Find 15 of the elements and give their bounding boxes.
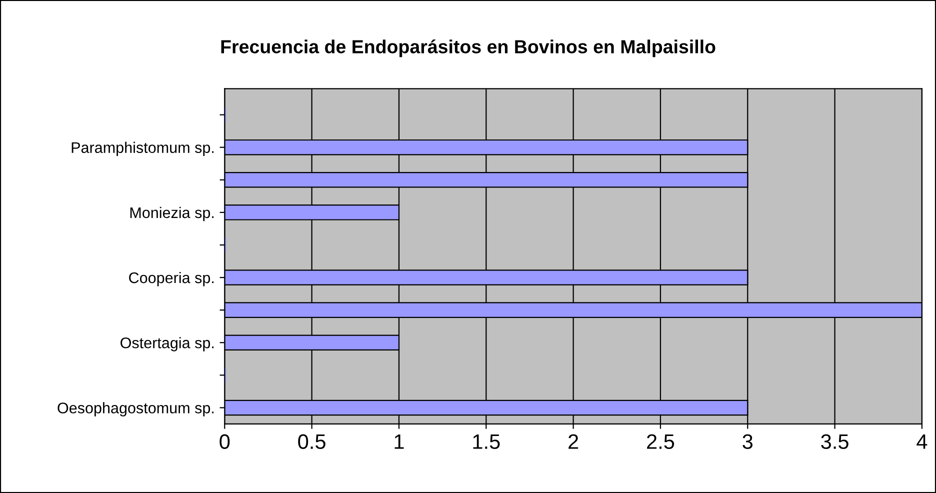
y-tick-label: Oesophagostomum sp. <box>58 402 214 416</box>
x-tick-label: 4 <box>916 434 928 449</box>
x-tick-label: 3 <box>742 434 753 450</box>
y-tick-label: Cooperia sp. <box>129 272 214 286</box>
x-tick-label: 3.5 <box>821 434 848 450</box>
x-tick-label: 0 <box>220 434 230 450</box>
x-tick-label: 2 <box>568 434 578 449</box>
x-tick-label: 1 <box>394 434 404 449</box>
chart-title: Frecuencia de Endoparásitos en Bovinos en Malpaisillo <box>221 39 716 58</box>
x-tick-label: 0.5 <box>298 434 326 450</box>
x-tick-label: 1.5 <box>473 434 500 450</box>
x-tick-label: 2.5 <box>647 434 674 450</box>
y-tick-label: Ostertagia sp. <box>120 337 214 352</box>
y-tick-label: Paramphistomum sp. <box>72 142 214 156</box>
y-tick-label: Moniezia sp. <box>130 206 214 222</box>
